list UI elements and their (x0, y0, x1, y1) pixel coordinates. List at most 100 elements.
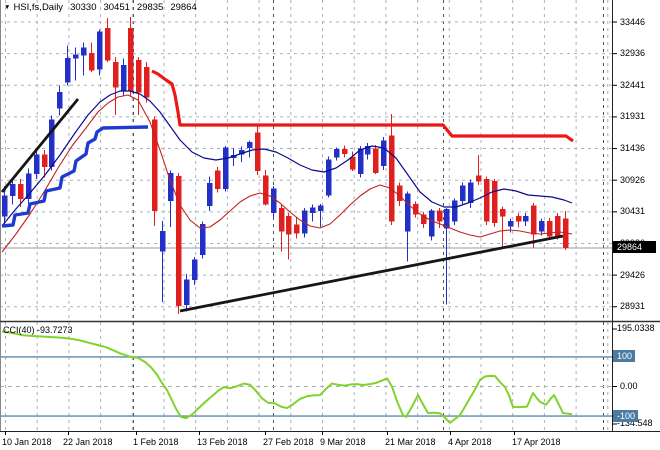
candle-body (143, 66, 150, 98)
candle-body (530, 205, 537, 235)
candle-body (25, 173, 32, 200)
quote-open: 30330 (70, 2, 97, 13)
cci-min-label: -134.548 (617, 417, 653, 428)
candle-body (159, 230, 166, 252)
candle-body (135, 59, 142, 93)
price-axis-label: 28931 (620, 301, 646, 312)
candle-body (349, 157, 356, 170)
time-axis-label: 10 Jan 2018 (2, 437, 52, 447)
candle-body (120, 65, 127, 91)
candle-body (396, 185, 403, 202)
candle-body (254, 132, 261, 171)
ma-line-fast (1, 94, 573, 253)
time-axis-label: 21 Mar 2018 (385, 437, 436, 447)
candle-body (475, 175, 482, 182)
quote-high: 30451 (103, 2, 130, 13)
candle-body (33, 154, 40, 175)
candle-body (436, 210, 443, 222)
candle-body (246, 141, 253, 149)
candle-body (206, 182, 213, 207)
candle-body (364, 145, 371, 155)
time-axis-label: 9 Mar 2018 (320, 437, 366, 447)
candle-body (222, 147, 229, 190)
candle-body (428, 210, 435, 237)
candle-body (333, 148, 340, 158)
candle-body (546, 220, 553, 237)
candle-body (467, 182, 474, 204)
candle-body (554, 215, 561, 236)
candle-body (443, 208, 450, 229)
candle-body (285, 215, 292, 235)
candle-body (420, 214, 427, 224)
trendline (0, 98, 80, 193)
candle-body (538, 220, 545, 232)
price-axis-label: 31931 (620, 111, 646, 122)
candle-body (104, 27, 111, 61)
candle-body (199, 223, 206, 255)
chart-menu-triangle-icon[interactable]: ▼ (4, 4, 11, 11)
current-price-badge: 29864 (613, 240, 656, 253)
candle-body (262, 175, 269, 205)
candle-body (278, 208, 285, 232)
time-axis-label: 27 Feb 2018 (263, 437, 314, 447)
candle-body (80, 47, 87, 56)
price-axis-label: 31436 (620, 143, 646, 154)
candle-body (515, 215, 522, 222)
cci-max-label: 195.0338 (617, 323, 655, 333)
candle-body (41, 154, 48, 168)
cci-upper-level-badge: 100 (613, 350, 636, 363)
candle-body (96, 31, 103, 70)
price-axis-label: 32441 (620, 79, 646, 90)
indicator-name-label: CCI(40) -93.7273 (3, 325, 73, 335)
candle-body (459, 185, 466, 202)
candle-body (270, 188, 277, 214)
candle-body (64, 58, 71, 83)
candle-body (372, 148, 379, 173)
candle-body (88, 53, 95, 71)
candle-body (112, 61, 119, 88)
candle-body (127, 27, 134, 91)
candle-body (491, 181, 498, 224)
cci-line (1, 330, 573, 424)
candle-body (404, 193, 411, 232)
cci-zero-label: 0.00 (620, 381, 638, 391)
price-axis-label: 30926 (620, 174, 646, 185)
candle-body (483, 179, 490, 222)
support-line (1, 125, 149, 228)
candle-body (388, 135, 395, 222)
quote-low: 29835 (136, 2, 164, 13)
candle-body (151, 119, 158, 212)
candle-body (341, 148, 348, 154)
candle-body (522, 215, 529, 222)
ma-line-slow (1, 90, 573, 227)
price-axis-label: 33446 (620, 16, 646, 27)
candle-body (183, 279, 190, 306)
candle-body (451, 200, 458, 222)
price-axis-label: 32936 (620, 48, 646, 59)
time-axis-label: 1 Feb 2018 (133, 437, 179, 447)
cci-lower-level-badge: -100 (613, 409, 639, 422)
candle-body (499, 208, 506, 217)
time-axis-label: 13 Feb 2018 (197, 437, 248, 447)
chart-title-bar: ▼ HSI,fs,Daily 30330 30451 29835 29864 (4, 2, 197, 13)
candle-body (380, 140, 387, 166)
time-axis-label: 17 Apr 2018 (512, 437, 561, 447)
candle-body (301, 210, 308, 234)
quote-close: 29864 (170, 2, 197, 13)
trendline (179, 234, 564, 313)
candle-body (72, 54, 79, 59)
candle-body (48, 119, 55, 168)
candle-body (56, 92, 63, 109)
candle-body (357, 148, 364, 175)
price-axis-label: 30431 (620, 206, 646, 217)
candle-body (9, 184, 16, 197)
candle-body (317, 205, 324, 212)
candle-body (1, 195, 8, 217)
resistance-line (151, 69, 574, 143)
price-axis-label: 29426 (620, 269, 646, 280)
candle-body (507, 220, 514, 227)
candle-body (309, 207, 316, 214)
candle-body (17, 184, 24, 200)
